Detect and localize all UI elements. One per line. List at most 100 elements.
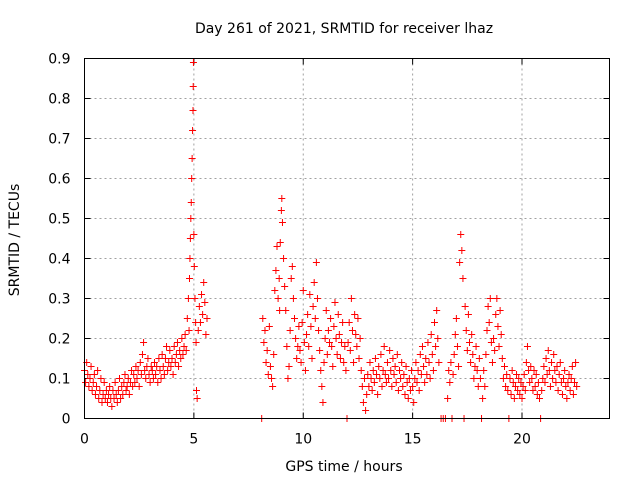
data-point [348,327,356,334]
data-point [273,243,281,250]
data-point [487,339,495,346]
data-point [452,315,460,322]
data-point [451,331,459,338]
data-point [485,319,493,326]
data-point [311,315,319,322]
data-point [88,387,96,394]
data-point [163,343,171,350]
data-point [153,363,161,370]
data-point [424,339,432,346]
data-point [542,355,550,362]
data-point [514,387,522,394]
data-point [203,315,211,322]
data-point [133,375,141,382]
data-point [332,335,340,342]
data-point [130,371,138,378]
data-point [116,375,123,382]
data-point [435,359,443,366]
data-point [344,339,352,346]
x-tick-label: 5 [189,432,198,448]
data-point [520,371,528,378]
data-point [357,367,365,374]
data-point [268,375,276,382]
data-point [288,263,296,270]
data-point [386,347,394,354]
data-point [536,395,543,402]
data-point [318,383,326,390]
data-point [324,327,332,334]
data-point [164,367,172,374]
data-point [358,383,366,390]
data-point [381,371,389,378]
data-point [178,335,186,342]
data-point [320,359,328,366]
data-point [431,319,438,326]
data-point [276,307,284,314]
data-point [367,375,375,382]
data-point [496,307,504,314]
data-point [171,359,179,366]
data-point [300,339,308,346]
data-point [84,371,92,378]
data-point [285,363,293,370]
data-point [299,287,307,294]
data-point [377,351,385,358]
data-point [316,347,324,354]
data-point [562,383,570,390]
data-point [427,331,435,338]
data-point [394,387,402,394]
data-point [455,363,463,370]
data-point [146,379,154,386]
point-layer [81,59,581,422]
data-point [473,367,481,374]
y-tick-label: 0.6 [48,172,70,188]
data-point [340,359,348,366]
data-point [411,375,419,382]
data-point [336,355,344,362]
x-tick-label: 20 [513,432,531,448]
data-point [158,351,166,358]
data-point [569,391,577,398]
data-point [111,379,119,386]
data-point [167,363,175,370]
data-point [295,323,303,330]
data-point [270,351,278,358]
data-point [322,307,330,314]
data-point [423,371,431,378]
data-point [172,351,180,358]
data-point [445,367,453,374]
data-point [415,387,423,394]
data-point [549,375,557,382]
data-point [195,303,203,310]
data-point [289,295,297,302]
data-point [114,387,122,394]
data-point [366,359,374,366]
data-point [327,315,335,322]
y-tick-label: 0.3 [48,292,70,308]
data-point [425,359,433,366]
data-point [190,263,198,270]
data-point [333,351,341,358]
data-point [175,363,183,370]
data-point [468,331,476,338]
data-point [469,351,477,358]
data-point [534,379,542,386]
data-point [319,399,327,406]
data-point [346,347,354,354]
data-point [339,319,347,326]
data-point [450,351,458,358]
data-point [82,379,90,386]
data-point [292,335,300,342]
data-point [370,379,378,386]
data-point [149,375,157,382]
data-point [434,335,442,342]
y-axis-title: SRMTID / TECUs [7,184,23,297]
data-point [404,395,412,402]
data-point [504,387,512,394]
data-point [497,331,505,338]
data-point [571,379,578,386]
data-point [538,387,546,394]
data-point [453,343,461,350]
data-point [188,175,196,182]
